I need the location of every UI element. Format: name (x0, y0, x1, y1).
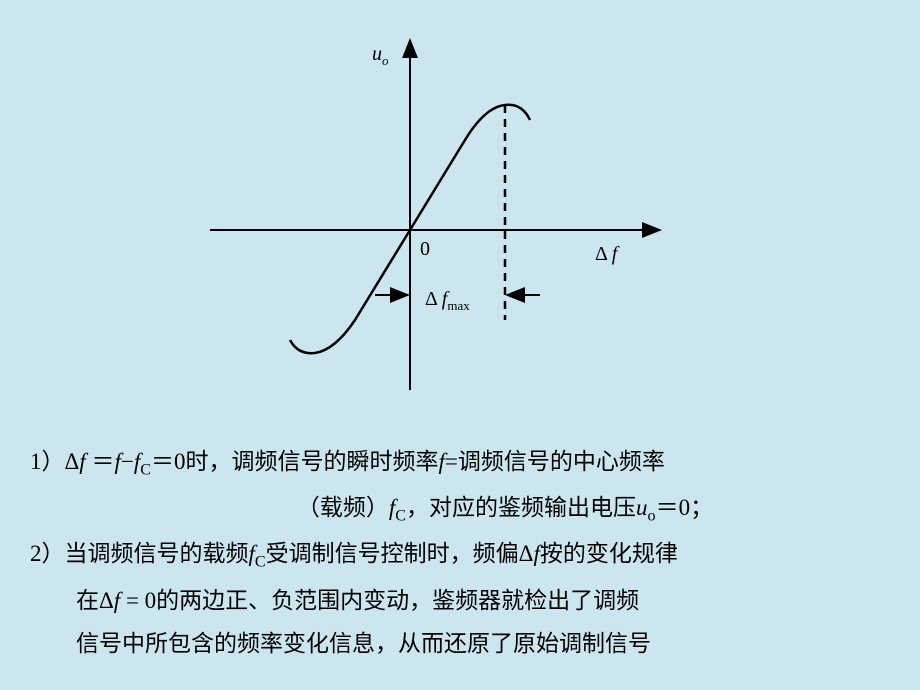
x-axis-label: Δ f (595, 243, 620, 265)
text-line-2: （载频）fC，对应的鉴频输出电压uo＝0； (30, 486, 890, 532)
discriminator-curve-diagram: uo 0 Δ f Δ fmax (180, 20, 740, 400)
text-line-5: 信号中所包含的频率变化信息，从而还原了原始调制信号 (30, 622, 890, 666)
fmax-label: Δ fmax (425, 288, 470, 313)
text-line-1: 1）Δf ＝f−fC＝0时，调频信号的瞬时频率f=调频信号的中心频率 (30, 440, 890, 486)
y-axis-label: uo (372, 43, 389, 68)
text-line-4: 在Δf = 0的两边正、负范围内变动，鉴频器就检出了调频 (30, 579, 890, 623)
explanation-text: 1）Δf ＝f−fC＝0时，调频信号的瞬时频率f=调频信号的中心频率 （载频）f… (30, 440, 890, 666)
text-line-3: 2）当调频信号的载频fC受调制信号控制时，频偏Δf按的变化规律 (30, 532, 890, 578)
curve-svg: uo 0 Δ f Δ fmax (180, 20, 740, 400)
origin-label: 0 (420, 238, 430, 260)
